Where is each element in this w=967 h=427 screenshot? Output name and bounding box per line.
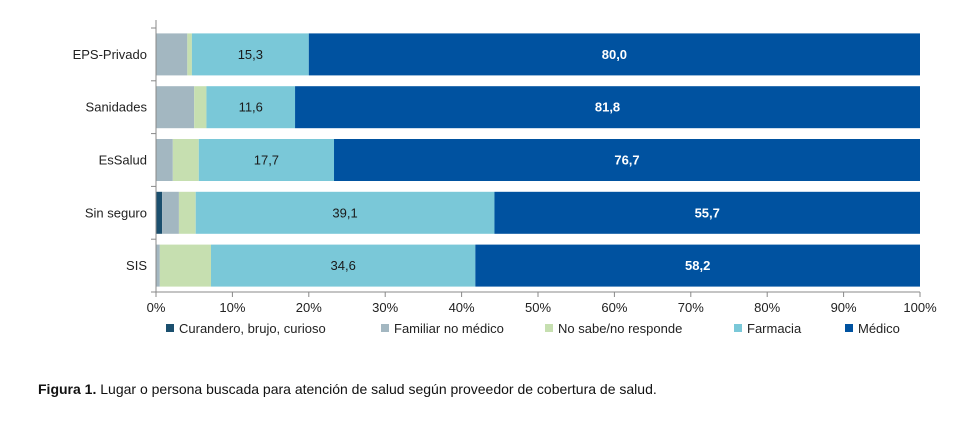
bar-segment — [162, 191, 179, 234]
category-label: EPS-Privado — [73, 47, 147, 62]
bars-group: 15,3 80,0 11,6 81,8 17,7 76,7 39,1 55,7 34,6 58,2 — [156, 33, 921, 287]
legend-label: Curandero, brujo, curioso — [179, 321, 326, 336]
x-tick-label: 20% — [296, 300, 322, 315]
bar-segment — [195, 191, 495, 234]
data-label: 34,6 — [331, 258, 356, 273]
bar-segment — [187, 33, 192, 76]
bar-segment — [159, 244, 212, 287]
x-tick-label: 70% — [678, 300, 704, 315]
category-label: Sanidades — [86, 100, 148, 115]
data-label: 17,7 — [254, 153, 279, 168]
category-label: Sin seguro — [85, 205, 147, 220]
figure-caption: Figura 1. Lugar o persona buscada para a… — [38, 381, 657, 397]
bar-segment — [156, 191, 163, 234]
data-label: 76,7 — [614, 153, 639, 168]
bar-segment — [494, 191, 920, 234]
category-label: SIS — [126, 258, 147, 273]
bar-segment — [206, 86, 296, 129]
bar-segment — [191, 33, 309, 76]
bar-segment — [156, 86, 195, 129]
data-label: 11,6 — [239, 100, 263, 115]
x-tick-label: 100% — [903, 300, 937, 315]
x-tick-label: 50% — [525, 300, 551, 315]
x-tick-label: 40% — [449, 300, 475, 315]
legend-swatch — [545, 324, 553, 332]
bar-segment — [211, 244, 476, 287]
bar-segment — [194, 86, 207, 129]
legend-label: Médico — [858, 321, 900, 336]
bar-segment — [172, 139, 199, 181]
legend-label: No sabe/no responde — [558, 321, 682, 336]
bar-segment — [475, 244, 920, 287]
data-label: 15,3 — [238, 47, 263, 62]
category-label: EsSalud — [99, 153, 147, 168]
bar-segment — [156, 244, 160, 287]
axes-group: EPS-Privado Sanidades EsSalud Sin seguro SIS… — [73, 20, 937, 315]
x-tick-label: 60% — [601, 300, 627, 315]
x-tick-label: 30% — [372, 300, 398, 315]
data-label: 39,1 — [332, 205, 357, 220]
stacked-bar-chart: 15,3 80,0 11,6 81,8 17,7 76,7 39,1 55,7 34,6 58,2… — [73, 20, 937, 336]
legend-swatch — [734, 324, 742, 332]
bar-segment — [295, 86, 921, 129]
x-tick-label: 10% — [219, 300, 245, 315]
bar-segment — [334, 139, 921, 181]
legend-swatch — [845, 324, 853, 332]
legend-label: Familiar no médico — [394, 321, 504, 336]
legend-label: Farmacia — [747, 321, 802, 336]
legend-swatch — [381, 324, 389, 332]
legend-swatch — [166, 324, 174, 332]
data-label: 80,0 — [602, 47, 627, 62]
x-tick-label: 0% — [147, 300, 166, 315]
legend: Curandero, brujo, curioso Familiar no méd… — [166, 321, 900, 336]
caption-text: Lugar o persona buscada para atención de… — [96, 381, 657, 397]
bar-segment — [156, 139, 173, 181]
data-label: 81,8 — [595, 100, 620, 115]
bar-segment — [198, 139, 335, 181]
caption-label: Figura 1. — [38, 381, 97, 397]
bar-segment — [308, 33, 920, 76]
data-label: 55,7 — [695, 205, 720, 220]
x-tick-label: 80% — [754, 300, 780, 315]
bar-segment — [178, 191, 196, 234]
data-label: 58,2 — [685, 258, 710, 273]
x-tick-label: 90% — [831, 300, 857, 315]
bar-segment — [156, 33, 188, 76]
